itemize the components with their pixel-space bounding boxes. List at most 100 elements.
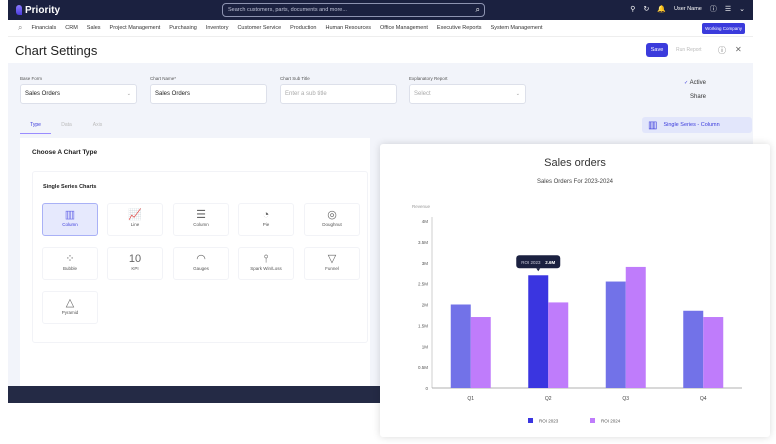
x-tick-label: Q2	[545, 396, 552, 402]
tab-axis[interactable]: Axis	[92, 122, 103, 128]
chart-type-tile[interactable]: ▥ Column	[42, 203, 98, 236]
chart-type-label: Column	[62, 222, 78, 227]
explanatory-report-field: Explanatory Report Select ⌄	[409, 76, 526, 104]
bar-roi-2023	[450, 304, 471, 388]
chart-type-label: Doughnut	[322, 222, 342, 227]
chart-type-icon: 📈	[128, 209, 142, 221]
notification-icon[interactable]: 🔔	[657, 6, 667, 13]
bar-roi-2023	[605, 281, 626, 388]
chart-type-icon: 10	[128, 253, 142, 265]
chart-subtitle: Sales Orders For 2023-2024	[537, 179, 614, 185]
chart-type-label: KPI	[131, 266, 139, 271]
legend-label: ROI 2023	[539, 419, 559, 424]
y-tick-label: 4M	[422, 219, 429, 224]
chart-type-icon: ▥	[64, 209, 76, 221]
section-heading: Single Series Charts	[43, 184, 97, 190]
chart-type-icon: ◔	[262, 209, 270, 221]
close-icon[interactable]: ✕	[735, 45, 742, 54]
tooltip-box	[516, 255, 561, 269]
chart-type-tile[interactable]: ◠ Gauges	[173, 247, 229, 280]
nav-item[interactable]: CRM	[65, 25, 78, 31]
location-icon[interactable]: ⚲	[630, 6, 636, 13]
chart-type-icon: ☰	[196, 209, 206, 221]
app-logo[interactable]: Priority	[16, 5, 60, 16]
nav-item[interactable]: Purchasing	[169, 25, 197, 31]
chart-type-label: Pyramid	[61, 310, 79, 315]
nav-item[interactable]: Human Resources	[325, 25, 372, 31]
y-tick-label: 2.5M	[418, 282, 428, 287]
bar-roi-2023	[683, 310, 704, 388]
nav-item[interactable]: Sales	[86, 25, 101, 31]
sub-title-input[interactable]: Enter a sub title	[280, 84, 397, 104]
chart-type-tile[interactable]: ⁘ Bubble	[42, 247, 98, 280]
chart-type-tile[interactable]: ◔ Pie	[238, 203, 294, 236]
chevron-down-icon: ⌄	[126, 91, 131, 97]
chart-type-tile[interactable]: ▽ Funnel	[304, 247, 360, 280]
choose-chart-type-heading: Choose A Chart Type	[32, 149, 98, 156]
chart-type-icon: ⁘	[65, 253, 75, 265]
active-checkbox[interactable]: ✓ Active	[684, 80, 706, 86]
run-report-button[interactable]: Run Report	[676, 47, 702, 53]
nav-item[interactable]: Financials	[31, 25, 57, 31]
nav-item[interactable]: Customer Service	[237, 25, 282, 31]
chart-type-tile[interactable]: ☰ Column	[173, 203, 229, 236]
save-button[interactable]: Save	[646, 43, 668, 57]
explanatory-report-select[interactable]: Select ⌄	[409, 84, 526, 104]
base-form-select[interactable]: Sales Orders ⌄	[20, 84, 137, 104]
company-button[interactable]: Working Company	[702, 23, 745, 34]
chart-type-label: Bubble	[62, 266, 77, 271]
bar-roi-2024	[625, 266, 646, 388]
nav-item[interactable]: Executive Reports	[436, 25, 482, 31]
bar-roi-2024	[470, 317, 491, 388]
chart-type-tile[interactable]: ⫯ Spark Win/Loss	[238, 247, 294, 280]
menu-icon[interactable]: ☰	[724, 6, 732, 13]
chevron-down-icon[interactable]: ⌄	[739, 6, 745, 13]
chart-type-tile[interactable]: △ Pyramid	[42, 291, 98, 324]
nav-item[interactable]: Inventory	[205, 25, 229, 31]
search-icon[interactable]: ⌕	[475, 5, 480, 14]
nav-item[interactable]: Project Management	[109, 25, 161, 31]
chart-type-tile[interactable]: 10 KPI	[107, 247, 163, 280]
help-icon[interactable]: ⓘ	[718, 46, 726, 55]
legend-swatch	[528, 418, 533, 423]
page-title: Chart Settings	[15, 43, 98, 58]
y-tick-label: 0.5M	[418, 365, 428, 370]
tab-type[interactable]: Type	[20, 119, 51, 134]
settings-tabs: Type Data Axis	[20, 119, 113, 134]
nav-item[interactable]: Production	[290, 25, 317, 31]
chart-type-label: Column	[193, 222, 209, 227]
help-icon[interactable]: ⓘ	[709, 6, 717, 13]
y-tick-label: 0	[425, 386, 428, 391]
nav-search-icon[interactable]: ⌕	[18, 23, 23, 32]
share-checkbox[interactable]: Share	[690, 94, 707, 100]
nav-item[interactable]: Office Management	[380, 25, 428, 31]
column-chart-icon: ▥	[648, 119, 658, 131]
chart-type-tile[interactable]: 📈 Line	[107, 203, 163, 236]
x-tick-label: Q4	[700, 396, 707, 402]
bar-roi-2024	[703, 317, 724, 388]
nav-item[interactable]: System Management	[490, 25, 543, 31]
global-search-input[interactable]: Search customers, parts, documents and m…	[222, 3, 485, 17]
y-tick-label: 1.5M	[418, 323, 428, 328]
chart-type-icon: ▽	[327, 253, 337, 265]
bar-roi-2024	[548, 302, 569, 388]
tooltip-series: ROI 2023	[521, 260, 541, 265]
user-name[interactable]: User Name	[674, 6, 702, 12]
chart-title: Sales orders	[544, 157, 606, 169]
chart-type-tile[interactable]: ◎ Doughnut	[304, 203, 360, 236]
base-form-field: Base Form Sales Orders ⌄	[20, 76, 137, 104]
selected-chart-type-badge[interactable]: ▥ Single Series - Column	[642, 117, 752, 133]
legend-swatch	[590, 418, 595, 423]
chart-type-label: Pie	[262, 222, 270, 227]
chart-type-label: Funnel	[325, 266, 339, 271]
tab-data[interactable]: Data	[61, 122, 72, 128]
check-icon: ✓	[684, 80, 690, 86]
refresh-icon[interactable]: ↻	[643, 6, 650, 13]
top-bar: Priority Search customers, parts, docume…	[8, 0, 753, 20]
chart-preview: Sales orders Sales Orders For 2023-2024 Re…	[380, 144, 770, 437]
chart-name-input[interactable]: Sales Orders	[150, 84, 267, 104]
chart-type-icon: △	[65, 297, 75, 309]
y-tick-label: 3.5M	[418, 240, 428, 245]
y-tick-label: 3M	[422, 261, 429, 266]
single-series-section: Single Series Charts ▥ Column 📈 Line ☰ Column…	[32, 171, 368, 343]
